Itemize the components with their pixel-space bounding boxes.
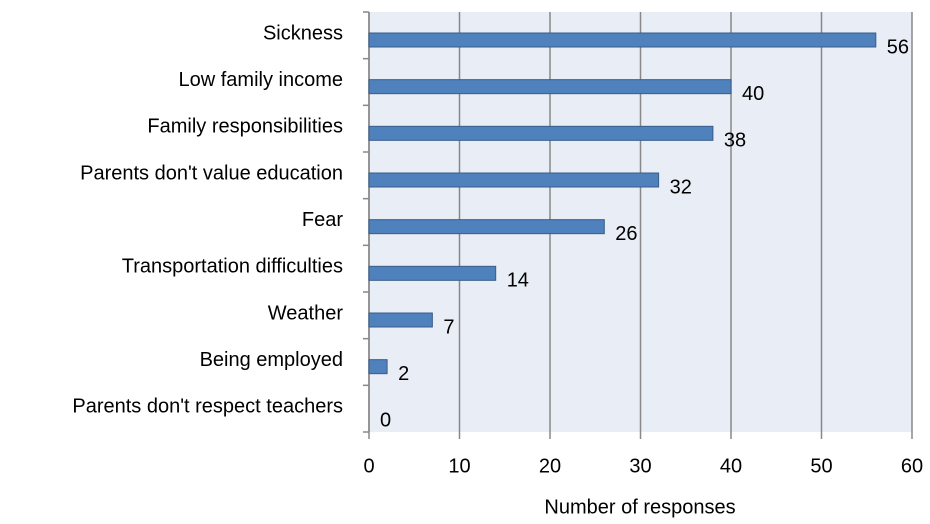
y-tick-label: Low family income [178, 69, 343, 91]
bar [368, 312, 433, 328]
y-tick-label: Transportation difficulties [122, 256, 343, 278]
bar [368, 219, 605, 235]
y-tick-label: Family responsibilities [147, 116, 343, 138]
x-tick-label: 60 [901, 455, 923, 477]
x-tick-label: 20 [539, 455, 561, 477]
bar [368, 265, 497, 281]
y-tick-label: Fear [302, 209, 343, 231]
x-axis-title: Number of responses [544, 496, 735, 518]
value-label: 32 [670, 176, 692, 198]
x-tick-label: 10 [448, 455, 470, 477]
value-label: 56 [887, 36, 909, 58]
x-tick-label: 50 [810, 455, 832, 477]
y-tick-label: Sickness [263, 22, 343, 44]
value-label: 0 [380, 410, 391, 432]
y-tick-label: Weather [268, 302, 344, 324]
bar [368, 172, 660, 188]
value-label: 14 [507, 270, 529, 292]
bar [368, 79, 732, 95]
bar [368, 32, 877, 48]
x-tick-label: 30 [629, 455, 651, 477]
value-label: 7 [443, 316, 454, 338]
value-label: 38 [724, 130, 746, 152]
x-tick-label: 40 [720, 455, 742, 477]
value-label: 40 [742, 83, 764, 105]
value-label: 2 [398, 363, 409, 385]
bar [368, 125, 714, 141]
bar [368, 359, 388, 375]
y-tick-label: Parents don't value education [80, 162, 343, 184]
value-label: 26 [615, 223, 637, 245]
y-tick-label: Parents don't respect teachers [72, 396, 343, 418]
x-tick-label: 0 [363, 455, 374, 477]
y-tick-label: Being employed [200, 349, 343, 371]
